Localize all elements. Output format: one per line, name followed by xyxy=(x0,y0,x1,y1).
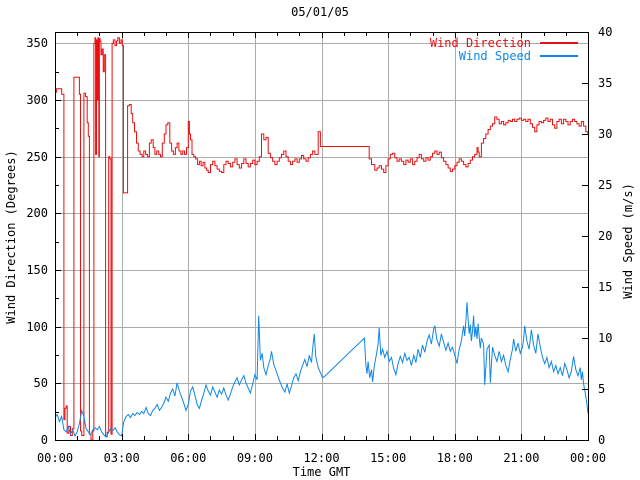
y-left-axis-label: Wind Direction (Degrees) xyxy=(4,150,18,324)
y-left-tick-label: 200 xyxy=(26,206,48,221)
y-right-tick-label: 5 xyxy=(598,382,606,396)
x-tick-label: 21:00 xyxy=(503,451,540,465)
wind-speed-line xyxy=(54,302,589,438)
x-tick-label: 06:00 xyxy=(170,451,207,465)
y-left-tick-label: 350 xyxy=(26,36,48,51)
x-tick-label: 00:00 xyxy=(36,451,74,465)
legend-item-wind-speed: Wind Speed xyxy=(0,48,578,63)
y-right-tick-label: 40 xyxy=(598,25,613,39)
x-tick-label: 18:00 xyxy=(436,451,473,465)
x-tick-label: 00:00 xyxy=(569,451,607,465)
x-tick-label: 03:00 xyxy=(103,451,140,465)
x-tick-label: 12:00 xyxy=(303,451,340,465)
y-right-tick-label: 0 xyxy=(598,433,606,447)
wind-direction-line xyxy=(55,37,589,441)
legend-line-sample-wind-speed xyxy=(540,54,578,57)
y-right-tick-label: 20 xyxy=(598,229,613,243)
y-left-tick-label: 150 xyxy=(26,263,48,277)
legend-item-wind-direction: Wind Direction xyxy=(0,35,578,50)
y-right-axis-label: Wind Speed (m/s) xyxy=(621,183,635,299)
legend-line-sample-wind-direction xyxy=(540,41,578,44)
y-right-tick-label: 35 xyxy=(598,76,613,90)
legend-label-wind-direction: Wind Direction xyxy=(429,35,531,50)
x-axis-label: Time GMT xyxy=(292,465,351,479)
y-right-tick-label: 10 xyxy=(598,331,613,345)
x-tick-label: 15:00 xyxy=(370,451,407,465)
y-right-tick-label: 30 xyxy=(598,127,613,141)
legend-label-wind-speed: Wind Speed xyxy=(458,48,531,63)
y-right-tick-label: 15 xyxy=(598,280,613,294)
x-tick-label: 09:00 xyxy=(236,451,273,465)
y-left-tick-label: 250 xyxy=(26,149,48,164)
y-left-tick-label: 50 xyxy=(33,376,48,391)
y-right-tick-label: 25 xyxy=(598,178,613,192)
y-left-tick-label: 300 xyxy=(26,93,48,107)
y-left-tick-label: 100 xyxy=(26,319,48,334)
y-left-tick-label: 0 xyxy=(40,433,48,447)
chart-title: 05/01/05 xyxy=(291,5,349,19)
legend: Wind Direction Wind Speed xyxy=(0,35,578,63)
